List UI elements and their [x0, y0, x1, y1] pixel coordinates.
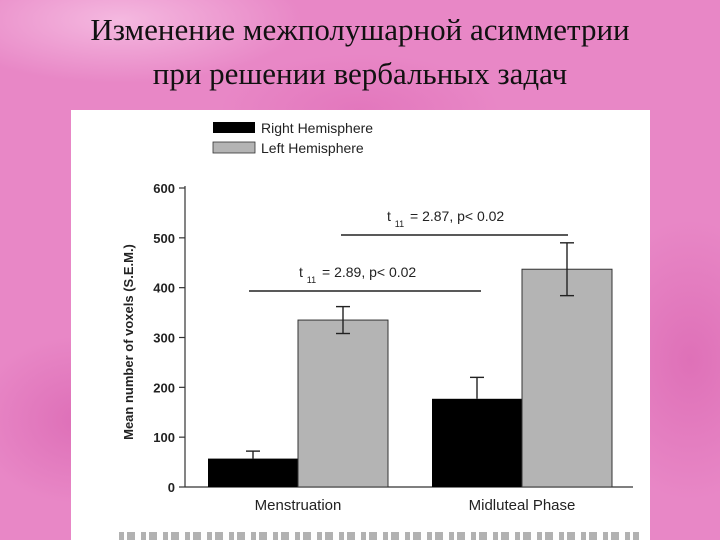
bar-right-hemisphere-menstruation	[208, 458, 298, 487]
figure-panel: Right Hemisphere Left Hemisphere Mean nu…	[71, 110, 650, 540]
y-axis-title: Mean number of voxels (S.E.M.)	[121, 244, 136, 440]
x-category-label: Menstruation	[255, 497, 342, 514]
t-statistic-value: = 2.89, p< 0.02	[322, 264, 416, 280]
y-tick-label: 0	[168, 480, 175, 495]
significance-annotation-midluteal: t 11 = 2.87, p< 0.02	[341, 208, 568, 236]
t-statistic-df: 11	[395, 219, 404, 229]
y-tick-label: 200	[153, 380, 175, 395]
y-tick-label: 400	[153, 281, 175, 296]
legend-swatch-left-hemisphere	[212, 141, 256, 154]
y-tick-label: 300	[153, 331, 175, 346]
legend-label-right-hemisphere: Right Hemisphere	[261, 120, 373, 136]
y-tick-label: 600	[153, 181, 175, 196]
bar-right-hemisphere-midluteal	[432, 398, 522, 487]
legend-swatch-right-hemisphere	[213, 122, 255, 133]
bar-chart: Right Hemisphere Left Hemisphere Mean nu…	[121, 120, 633, 514]
legend-label-left-hemisphere: Left Hemisphere	[261, 140, 364, 156]
legend: Right Hemisphere Left Hemisphere	[212, 120, 373, 156]
t-statistic-symbol: t	[387, 208, 391, 224]
significance-annotation-menstruation: t 11 = 2.89, p< 0.02	[249, 264, 481, 292]
t-statistic-value: = 2.87, p< 0.02	[410, 208, 504, 224]
y-tick-label: 500	[153, 231, 175, 246]
significance-text-menstruation: t 11 = 2.89, p< 0.02	[299, 264, 416, 286]
slide-title: Изменение межполушарной асимметрии при р…	[0, 8, 720, 96]
t-statistic-df: 11	[307, 275, 316, 285]
t-statistic-symbol: t	[299, 264, 303, 280]
bar-left-hemisphere-menstruation	[297, 319, 389, 488]
slide-title-line-1: Изменение межполушарной асимметрии	[90, 12, 630, 47]
y-tick-label: 100	[153, 430, 175, 445]
significance-text-midluteal: t 11 = 2.87, p< 0.02	[387, 208, 504, 230]
caption-fragment	[119, 532, 639, 540]
slide-title-line-2: при решении вербальных задач	[152, 56, 568, 91]
bar-left-hemisphere-midluteal	[521, 268, 613, 488]
x-category-label: Midluteal Phase	[469, 497, 576, 514]
